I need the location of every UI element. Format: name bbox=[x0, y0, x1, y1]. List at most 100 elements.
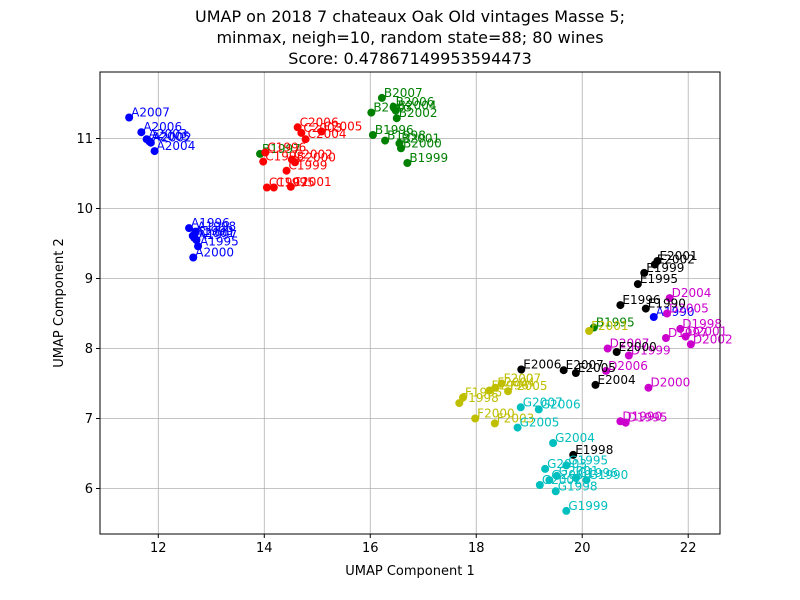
data-point-label: D2007 bbox=[610, 337, 650, 351]
data-point bbox=[552, 471, 561, 480]
x-tick-label: 20 bbox=[574, 541, 591, 556]
y-tick-label: 10 bbox=[76, 202, 93, 217]
data-point-label: E1996 bbox=[622, 293, 660, 307]
data-point bbox=[549, 439, 558, 447]
data-point-label: C2001 bbox=[293, 175, 332, 189]
data-point-label: B1997 bbox=[262, 142, 301, 156]
x-axis-label: UMAP Component 1 bbox=[345, 564, 474, 579]
data-point bbox=[377, 93, 386, 102]
data-point-label: C2000 bbox=[297, 150, 336, 164]
x-tick-label: 16 bbox=[362, 541, 379, 556]
data-point-label: G2005 bbox=[520, 416, 560, 430]
data-point bbox=[262, 183, 271, 192]
data-point-label: E2004 bbox=[597, 373, 635, 387]
data-point bbox=[194, 242, 203, 251]
data-point-label: B2007 bbox=[384, 86, 423, 100]
data-point bbox=[125, 113, 134, 122]
data-point bbox=[192, 236, 201, 244]
data-point-label: C2006 bbox=[300, 115, 339, 129]
data-point bbox=[569, 450, 578, 459]
data-point-label: B1996 bbox=[375, 123, 414, 137]
data-point bbox=[490, 419, 499, 428]
data-point-label: F2005 bbox=[510, 379, 547, 393]
y-tick-label: 7 bbox=[85, 412, 93, 427]
data-point-label: C1997 bbox=[269, 176, 308, 190]
data-point bbox=[585, 327, 594, 335]
data-point-label: A1996 bbox=[191, 216, 230, 230]
data-point bbox=[381, 136, 390, 145]
data-point-label: F2007 bbox=[504, 372, 541, 386]
data-point bbox=[641, 304, 650, 313]
data-point-label: E2000 bbox=[619, 340, 657, 354]
data-point bbox=[633, 280, 642, 289]
data-point bbox=[621, 418, 630, 427]
data-point bbox=[602, 366, 611, 375]
data-point-label: E1990 bbox=[648, 297, 686, 311]
data-point bbox=[650, 260, 659, 269]
data-point-label: D1998 bbox=[682, 317, 722, 331]
data-point bbox=[541, 464, 550, 473]
data-point-label: E2001 bbox=[659, 249, 697, 263]
data-point bbox=[497, 379, 506, 388]
data-point-label: C1999 bbox=[289, 159, 328, 173]
data-point bbox=[317, 127, 326, 136]
data-point-label: D1995 bbox=[628, 411, 668, 425]
data-point bbox=[582, 476, 591, 485]
data-point-label: G1998 bbox=[558, 479, 598, 493]
data-point-label: D1997 bbox=[668, 326, 708, 340]
data-point-label: D2002 bbox=[693, 332, 733, 346]
data-point-label: C2004 bbox=[308, 127, 347, 141]
data-point-label: D2000 bbox=[650, 376, 690, 390]
plot-frame bbox=[99, 71, 721, 535]
data-point bbox=[146, 138, 155, 147]
data-point-label: B1999 bbox=[409, 151, 448, 165]
data-point-label: G2003 bbox=[547, 457, 587, 471]
data-point bbox=[616, 301, 625, 310]
chart-title-line-3: Score: 0.47867149953594473 bbox=[288, 49, 532, 68]
data-point bbox=[551, 487, 560, 496]
data-point-label: E2007 bbox=[566, 358, 604, 372]
data-point-label: F2001 bbox=[591, 319, 628, 333]
data-point-label: G1999 bbox=[568, 499, 608, 513]
data-point bbox=[261, 148, 270, 157]
data-point bbox=[534, 405, 543, 414]
x-tick-label: 14 bbox=[256, 541, 273, 556]
data-point-label: E1998 bbox=[575, 443, 613, 457]
data-point bbox=[640, 268, 649, 277]
data-point bbox=[391, 106, 400, 115]
data-point bbox=[612, 348, 621, 356]
data-point-label: G2001 bbox=[559, 464, 599, 478]
data-point-label: B2001 bbox=[401, 131, 440, 145]
x-tick-label: 12 bbox=[150, 541, 167, 556]
data-point bbox=[562, 506, 571, 515]
data-point-label: A1999 bbox=[195, 224, 234, 238]
data-point-label: D1999 bbox=[631, 344, 671, 358]
data-point bbox=[185, 224, 194, 233]
data-point bbox=[396, 144, 405, 153]
data-point-label: A2005 bbox=[151, 129, 190, 143]
chart-title-line-1: UMAP on 2018 7 chateaux Oak Old vintages… bbox=[195, 7, 625, 26]
data-point-label: B1995 bbox=[596, 316, 635, 330]
data-point bbox=[591, 380, 600, 389]
data-point bbox=[513, 423, 522, 432]
data-point-label: B2000 bbox=[403, 136, 442, 150]
data-point-label: A1995 bbox=[200, 234, 239, 248]
data-point-label: G1995 bbox=[568, 453, 608, 467]
data-point bbox=[535, 481, 544, 489]
data-point-label: G2006 bbox=[541, 397, 581, 411]
data-point-label: G2004 bbox=[555, 431, 595, 445]
data-point-label: B1998 bbox=[387, 129, 426, 143]
data-point-label: E1999 bbox=[646, 261, 684, 275]
data-point bbox=[603, 344, 612, 353]
data-point bbox=[471, 414, 480, 423]
data-point bbox=[681, 332, 690, 341]
data-point bbox=[571, 474, 580, 482]
data-point-label: D2004 bbox=[672, 286, 712, 300]
data-point-label: B2002 bbox=[399, 106, 438, 120]
data-point-label: G2000 bbox=[551, 468, 591, 482]
data-point-label: G1990 bbox=[588, 468, 628, 482]
data-point-label: F2003 bbox=[497, 411, 534, 425]
data-point-label: D1990 bbox=[622, 409, 662, 423]
